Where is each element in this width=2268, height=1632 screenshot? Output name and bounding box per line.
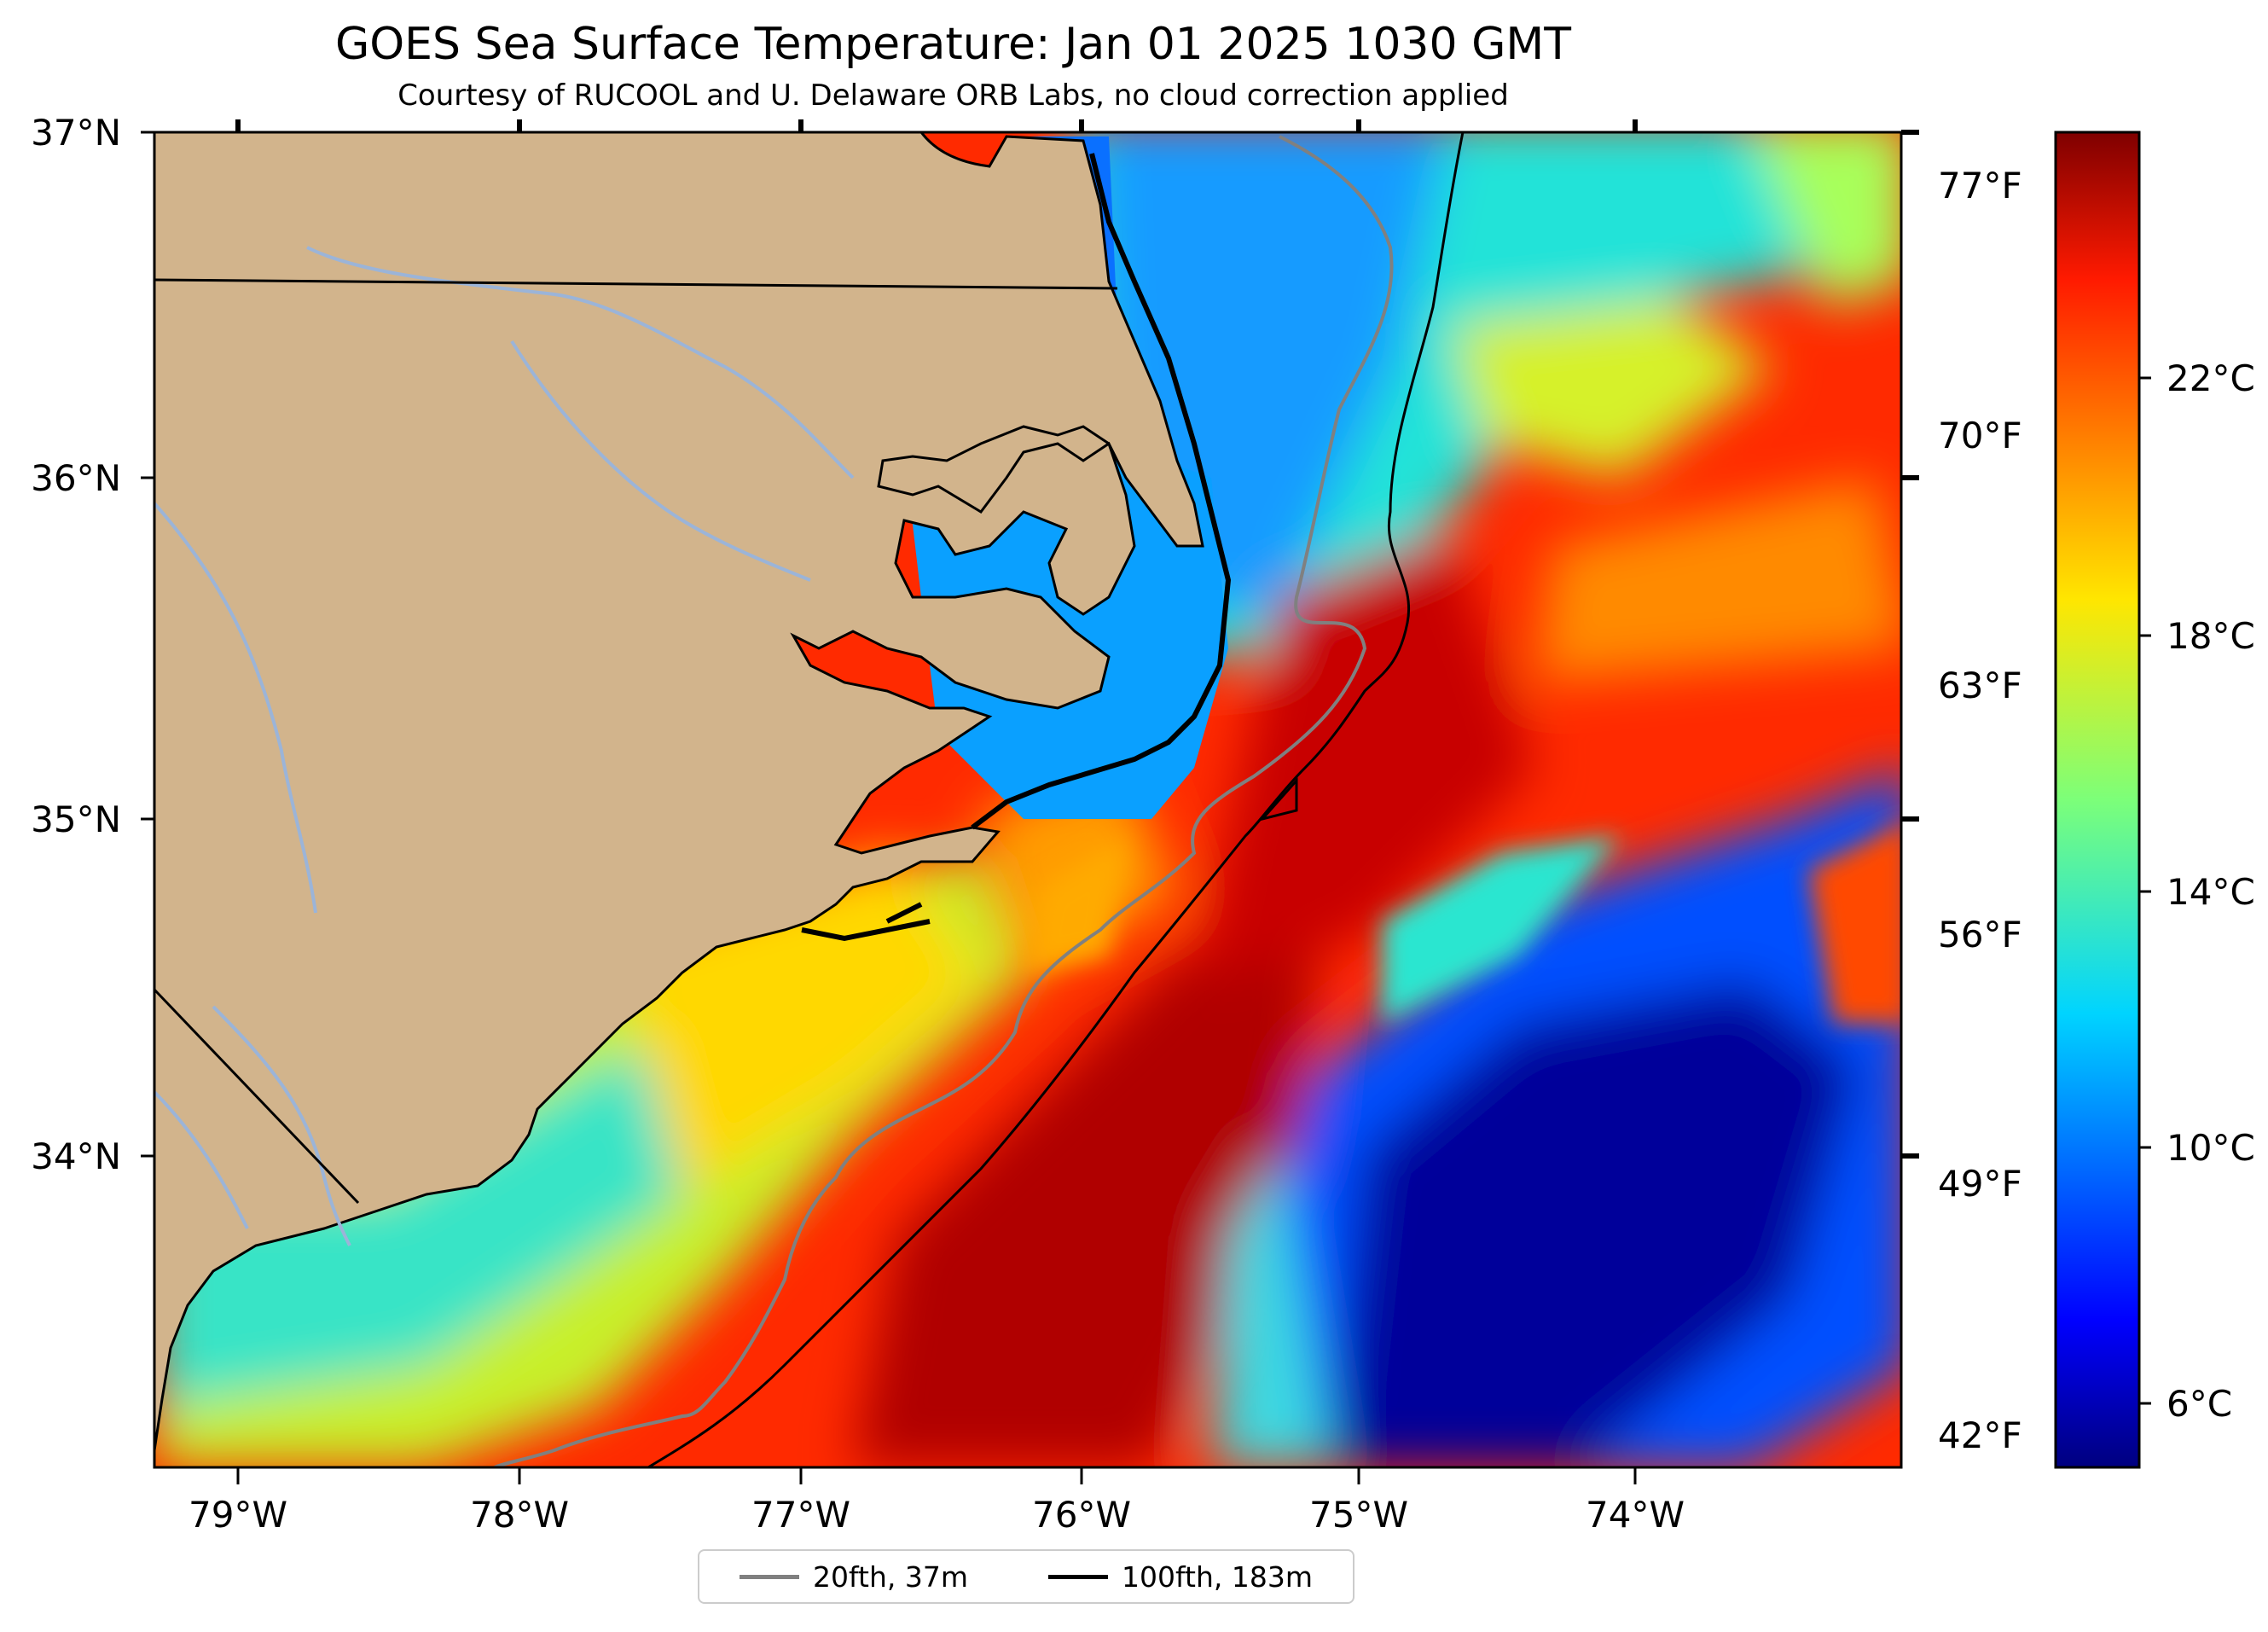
lat-tick-label: 34°N: [31, 1135, 121, 1177]
lon-tick-label: 74°W: [1586, 1494, 1685, 1536]
colorbar-tick-label: 22°C: [2166, 357, 2255, 399]
lon-tick-label: 79°W: [189, 1494, 287, 1536]
colorbar-tick-label: 18°C: [2166, 615, 2255, 657]
lon-ticks: [235, 119, 1638, 1484]
lon-tick-label: 77°W: [751, 1494, 850, 1536]
lat-ticks: [141, 130, 1919, 1159]
legend-item-20fth: 20fth, 37m: [740, 1560, 968, 1594]
fahrenheit-tick-label: 63°F: [1938, 665, 2022, 706]
fahrenheit-tick-label: 77°F: [1938, 165, 2022, 206]
fahrenheit-tick-label: 42°F: [1938, 1414, 2022, 1456]
lat-tick-labels: 37°N 36°N 35°N 34°N: [31, 112, 121, 1177]
north-carolina-land: [154, 132, 1204, 1451]
isobath-100fth: [647, 132, 1465, 1467]
lat-tick-label: 36°N: [31, 457, 121, 499]
map-frame: [153, 131, 1903, 1469]
lon-tick-labels: 79°W 78°W 77°W 76°W 75°W 74°W: [189, 1494, 1685, 1536]
colorbar-tick-labels: 22°C 18°C 14°C 10°C 6°C: [2166, 357, 2255, 1425]
colorbar-tick-label: 10°C: [2166, 1127, 2255, 1169]
map-subtitle: Courtesy of RUCOOL and U. Delaware ORB L…: [397, 78, 1509, 113]
colorbar-tick-label: 14°C: [2166, 871, 2255, 913]
lon-tick-label: 75°W: [1309, 1494, 1408, 1536]
state-borders: [154, 278, 1118, 1205]
colorbar-ticks: [2139, 376, 2151, 1405]
legend-label: 100fth, 183m: [1122, 1559, 1313, 1594]
colorbar: [2054, 131, 2141, 1469]
rivers: [154, 246, 855, 1246]
isobath-legend: 20fth, 37m 100fth, 183m: [698, 1549, 1354, 1604]
lon-tick-label: 76°W: [1032, 1494, 1131, 1536]
fahrenheit-tick-label: 56°F: [1938, 914, 2022, 955]
map-title: GOES Sea Surface Temperature: Jan 01 202…: [334, 19, 1572, 70]
map-panel: [154, 132, 1901, 1467]
legend-item-100fth: 100fth, 183m: [1048, 1560, 1313, 1594]
lat-tick-label: 37°N: [31, 112, 121, 154]
lon-tick-label: 78°W: [470, 1494, 569, 1536]
fahrenheit-tick-label: 70°F: [1938, 415, 2022, 456]
legend-label: 20fth, 37m: [813, 1559, 968, 1594]
colorbar-tick-label: 6°C: [2166, 1383, 2232, 1425]
isobath-20fth: [494, 135, 1394, 1467]
lat-tick-label: 35°N: [31, 799, 121, 840]
barrier-islands: [801, 153, 1232, 942]
legend-line-black-icon: [1048, 1574, 1108, 1579]
fahrenheit-tick-label: 49°F: [1938, 1163, 2022, 1205]
fahrenheit-axis-labels: 77°F 70°F 63°F 56°F 49°F 42°F: [1938, 165, 2022, 1456]
legend-line-grey-icon: [740, 1574, 799, 1579]
